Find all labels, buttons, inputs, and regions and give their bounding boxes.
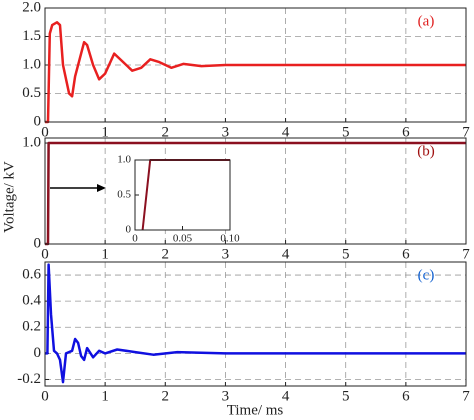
data-line: [45, 141, 466, 246]
x-axis-label: Time/ ms: [227, 402, 284, 418]
plot-frame: [44, 7, 467, 123]
x-tick-label: 6: [402, 388, 410, 404]
x-tick-label: 2: [162, 388, 170, 404]
data-line: [45, 263, 466, 384]
x-tick-label: 5: [342, 246, 350, 262]
y-tick-label: 0.2: [22, 319, 41, 335]
y-tick-label: 0: [34, 113, 42, 129]
y-tick-label: 0.5: [117, 189, 131, 201]
x-tick-label: 4: [282, 246, 290, 262]
y-tick-label: 0: [34, 235, 42, 251]
y-tick-label: 1.0: [22, 56, 41, 72]
panel-label: (c): [418, 267, 435, 283]
x-tick-label: 4: [282, 124, 290, 140]
x-tick-label: 5: [342, 388, 350, 404]
x-tick-label: 6: [402, 246, 410, 262]
x-tick-label: 2: [162, 246, 170, 262]
x-tick-label: 3: [222, 124, 230, 140]
plot-frame: [44, 261, 467, 387]
x-tick-label: 1: [101, 124, 109, 140]
y-tick-label: 0.5: [22, 85, 41, 101]
y-tick-label: 1.0: [117, 154, 131, 166]
y-tick-label: 2.0: [22, 0, 41, 15]
x-tick-label: 6: [402, 124, 410, 140]
panel-label: (b): [417, 143, 435, 159]
x-tick-label: 4: [282, 388, 290, 404]
y-tick-label: 0: [126, 224, 132, 236]
y-tick-label: 0.6: [22, 266, 41, 282]
x-tick-label: 0: [41, 246, 49, 262]
x-tick-label: 2: [162, 124, 170, 140]
x-tick-label: 3: [222, 388, 230, 404]
x-tick-label: 7: [462, 246, 470, 262]
x-tick-label: 0: [41, 124, 49, 140]
x-tick-label: 0: [41, 388, 49, 404]
x-tick-label: 5: [342, 124, 350, 140]
plot-frame: [44, 137, 467, 245]
arrow-head: [97, 184, 106, 192]
x-tick-label: 0.10: [220, 233, 240, 245]
x-tick-label: 0.05: [173, 233, 193, 245]
panel-label: (a): [418, 13, 435, 29]
inset-background: [135, 160, 230, 230]
x-tick-label: 7: [462, 124, 470, 140]
x-tick-label: 3: [222, 246, 230, 262]
x-tick-label: 1: [101, 246, 109, 262]
data-line: [45, 21, 466, 124]
x-tick-label: 0: [132, 233, 138, 245]
y-tick-label: 1.0: [22, 134, 41, 150]
x-tick-label: 7: [462, 388, 470, 404]
plot-frame: [134, 159, 231, 231]
y-tick-label: 0: [34, 345, 42, 361]
y-axis-label: Voltage/ kV: [1, 161, 17, 233]
y-tick-label: 1.5: [22, 28, 41, 44]
x-tick-label: 1: [101, 388, 109, 404]
y-tick-label: 0.4: [22, 293, 41, 309]
y-tick-label: -0.2: [17, 371, 41, 387]
